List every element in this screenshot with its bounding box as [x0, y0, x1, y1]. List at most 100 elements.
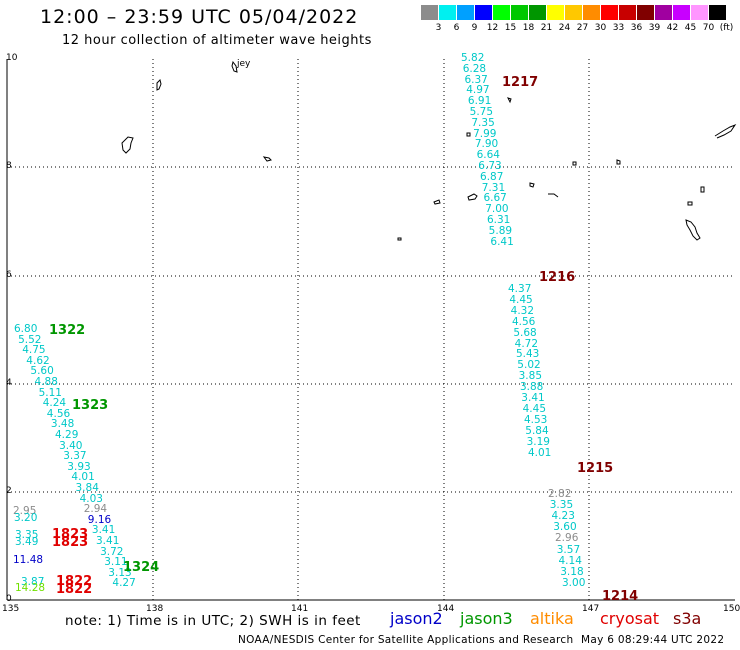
color-scale-swatch — [457, 5, 474, 20]
pass-id-label: 1215 — [577, 461, 614, 476]
swh-value: 3.18 — [560, 565, 584, 578]
satellite-legend-item: cryosat — [600, 609, 660, 628]
color-scale-swatch — [529, 5, 546, 20]
swh-value: 3.87 — [21, 576, 45, 588]
lat-label: 4 — [6, 378, 12, 388]
swh-value: 3.93 — [67, 460, 91, 473]
swh-value: 7.99 — [473, 127, 497, 140]
pass-id-label: 1323 — [72, 398, 109, 413]
map-title: 12:00 – 23:59 UTC 05/04/2022 — [40, 6, 359, 28]
swh-value: 3.40 — [59, 439, 83, 452]
swh-value: 5.02 — [517, 359, 541, 372]
color-scale-label: 18 — [522, 23, 535, 33]
island-small-f-outline — [548, 193, 559, 198]
swh-value: 7.35 — [471, 116, 495, 129]
place-label: jey — [237, 59, 251, 69]
swh-value: 4.88 — [34, 376, 58, 388]
lon-label: 147 — [582, 604, 600, 614]
island-small-k-outline — [687, 201, 693, 206]
swh-value: 4.72 — [514, 337, 539, 350]
swh-value: 6.67 — [483, 192, 507, 205]
satellite-legend-item: jason3 — [460, 609, 513, 628]
island-chain-outline — [685, 219, 701, 241]
color-scale-label: 3 — [435, 23, 442, 33]
swh-value: 5.11 — [38, 386, 62, 399]
color-scale-label: 33 — [612, 23, 625, 33]
swh-value: 3.20 — [14, 512, 38, 524]
lat-label: 6 — [6, 270, 12, 280]
lon-label: 135 — [2, 604, 20, 614]
generated-timestamp: May 6 08:29:44 UTC 2022 — [581, 634, 725, 646]
swh-value: 5.89 — [488, 224, 513, 237]
swh-value: 5.52 — [18, 333, 42, 346]
swh-value: 4.45 — [509, 293, 533, 306]
color-scale-swatch — [673, 5, 690, 20]
pass-id-label: 1214 — [602, 589, 639, 604]
swh-value: 5.75 — [469, 106, 494, 118]
swh-value: 7.00 — [485, 203, 509, 216]
swh-value: 3.48 — [50, 418, 75, 431]
color-scale-label: 21 — [540, 23, 553, 33]
lat-label: 2 — [6, 486, 12, 496]
swh-value: 3.41 — [91, 524, 116, 537]
island-ngulu-outline — [121, 136, 134, 154]
lon-label: 138 — [146, 604, 164, 614]
graticule — [7, 59, 735, 600]
swh-value: 11.48 — [13, 554, 44, 566]
swh-value: 6.41 — [490, 235, 514, 248]
swh-value: 3.19 — [526, 435, 550, 448]
swh-value: 6.37 — [464, 73, 488, 86]
color-scale-label: 70 — [702, 23, 715, 33]
satellite-legend-item: altika — [530, 609, 574, 628]
color-scale-label: 12 — [486, 23, 499, 33]
swh-value: 4.29 — [55, 429, 79, 441]
island-small-e-outline — [466, 132, 471, 137]
color-scale-swatch — [601, 5, 618, 20]
swh-value: 3.60 — [553, 521, 577, 534]
color-scale-label: 6 — [453, 23, 460, 33]
swh-value: 3.72 — [100, 545, 124, 558]
plot-frame — [6, 59, 735, 601]
swh-value: 3.00 — [562, 576, 586, 589]
pass-id-label: 1823 — [52, 535, 89, 550]
swh-value: 6.31 — [486, 214, 511, 226]
color-scale-label: 27 — [576, 23, 589, 33]
coastlines — [121, 60, 737, 241]
swh-value: 4.97 — [466, 84, 490, 97]
swh-value: 4.53 — [523, 413, 548, 426]
color-scale-label: 45 — [684, 23, 697, 33]
pass-id-label: 1217 — [502, 75, 539, 90]
swh-value: 5.84 — [525, 424, 549, 437]
swh-value: 4.01 — [71, 471, 95, 484]
swh-value: 3.35 — [15, 529, 39, 541]
color-scale-label: 9 — [471, 23, 478, 33]
satellite-legend-item: jason2 — [390, 609, 443, 628]
swh-value: 2.95 — [13, 505, 37, 517]
color-scale-swatch — [493, 5, 510, 20]
swh-value: 2.82 — [548, 488, 572, 500]
color-scale-swatch — [547, 5, 564, 20]
island-small-i-outline — [529, 182, 535, 188]
island-palau-outline — [262, 156, 272, 162]
island-east-outline — [714, 123, 737, 139]
swh-value: 4.56 — [46, 407, 71, 420]
island-small-d-outline — [507, 97, 512, 104]
pass-id-label: 1322 — [49, 323, 86, 338]
satellite-legend-item: s3a — [673, 609, 702, 628]
island-small-c-outline — [467, 193, 478, 201]
color-scale-swatch — [691, 5, 708, 20]
swh-value: 5.60 — [30, 365, 54, 378]
swh-value: 4.37 — [508, 283, 532, 295]
lat-label: 0 — [6, 594, 12, 604]
swh-value: 3.37 — [63, 450, 87, 463]
swh-value: 5.82 — [461, 52, 485, 64]
swh-value: 14.28 — [15, 582, 46, 594]
swh-value: 6.73 — [478, 160, 502, 172]
swh-value: 4.23 — [551, 510, 575, 523]
swh-value: 6.87 — [480, 170, 504, 183]
island-small-h-outline — [616, 159, 621, 165]
swh-value: 3.49 — [15, 536, 39, 548]
color-scale-label: 42 — [666, 23, 679, 33]
color-scale-swatch — [565, 5, 582, 20]
map-subtitle: 12 hour collection of altimeter wave hei… — [62, 33, 372, 48]
